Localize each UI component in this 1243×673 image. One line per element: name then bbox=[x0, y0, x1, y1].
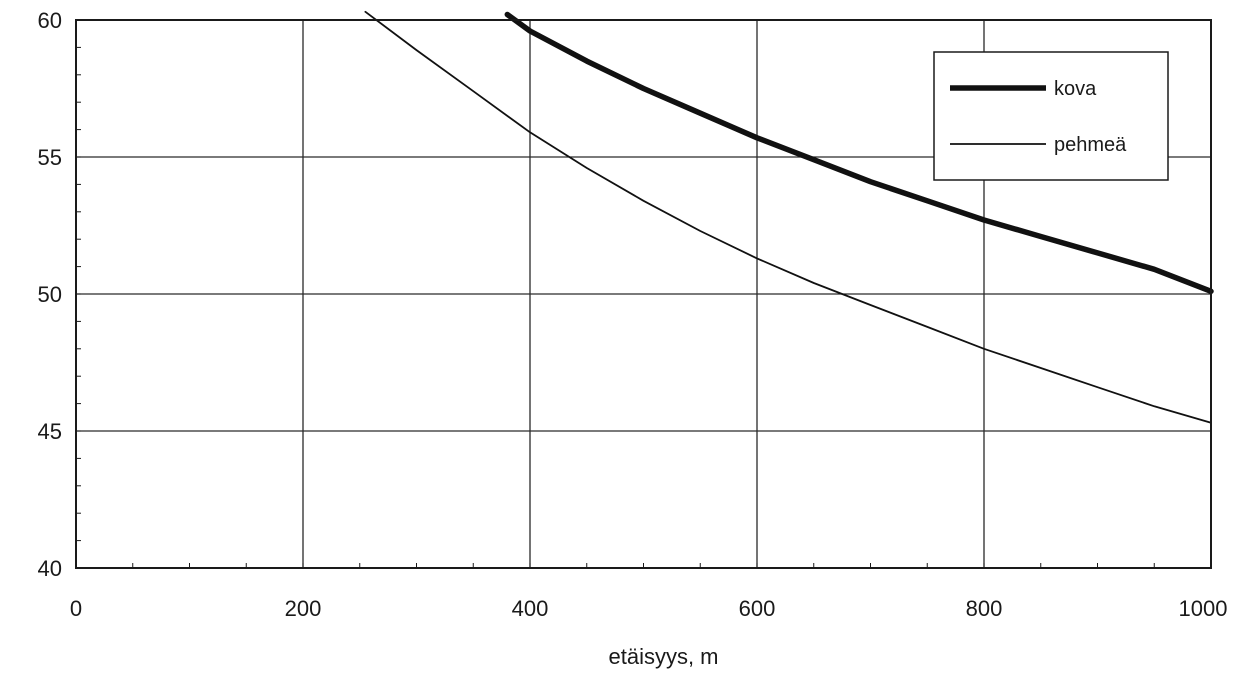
y-tick-label-45: 45 bbox=[38, 419, 62, 444]
series-lines bbox=[364, 10, 1214, 424]
legend-label-pehmeä: pehmeä bbox=[1054, 134, 1127, 156]
legend-box bbox=[933, 51, 1169, 181]
x-tick-label-0: 0 bbox=[70, 596, 82, 621]
series-line-kova bbox=[504, 11, 1214, 295]
y-tick-label-50: 50 bbox=[38, 282, 62, 307]
x-tick-label-200: 200 bbox=[285, 596, 322, 621]
x-axis-label: etäisyys, m bbox=[608, 644, 718, 669]
legend: kova pehmeä bbox=[933, 51, 1169, 181]
legend-label-kova: kova bbox=[1054, 78, 1097, 100]
y-tick-labels: 40 45 50 55 60 bbox=[38, 8, 62, 581]
x-tick-labels: 0 200 400 600 800 1000 bbox=[70, 596, 1228, 621]
x-tick-label-800: 800 bbox=[966, 596, 1003, 621]
x-tick-label-400: 400 bbox=[512, 596, 549, 621]
y-tick-label-60: 60 bbox=[38, 8, 62, 33]
series-line-pehmeä bbox=[364, 10, 1212, 424]
x-tick-label-600: 600 bbox=[739, 596, 776, 621]
y-tick-label-40: 40 bbox=[38, 556, 62, 581]
minor-ticks bbox=[76, 46, 1155, 568]
x-tick-label-1000: 1000 bbox=[1179, 596, 1228, 621]
y-tick-label-55: 55 bbox=[38, 145, 62, 170]
